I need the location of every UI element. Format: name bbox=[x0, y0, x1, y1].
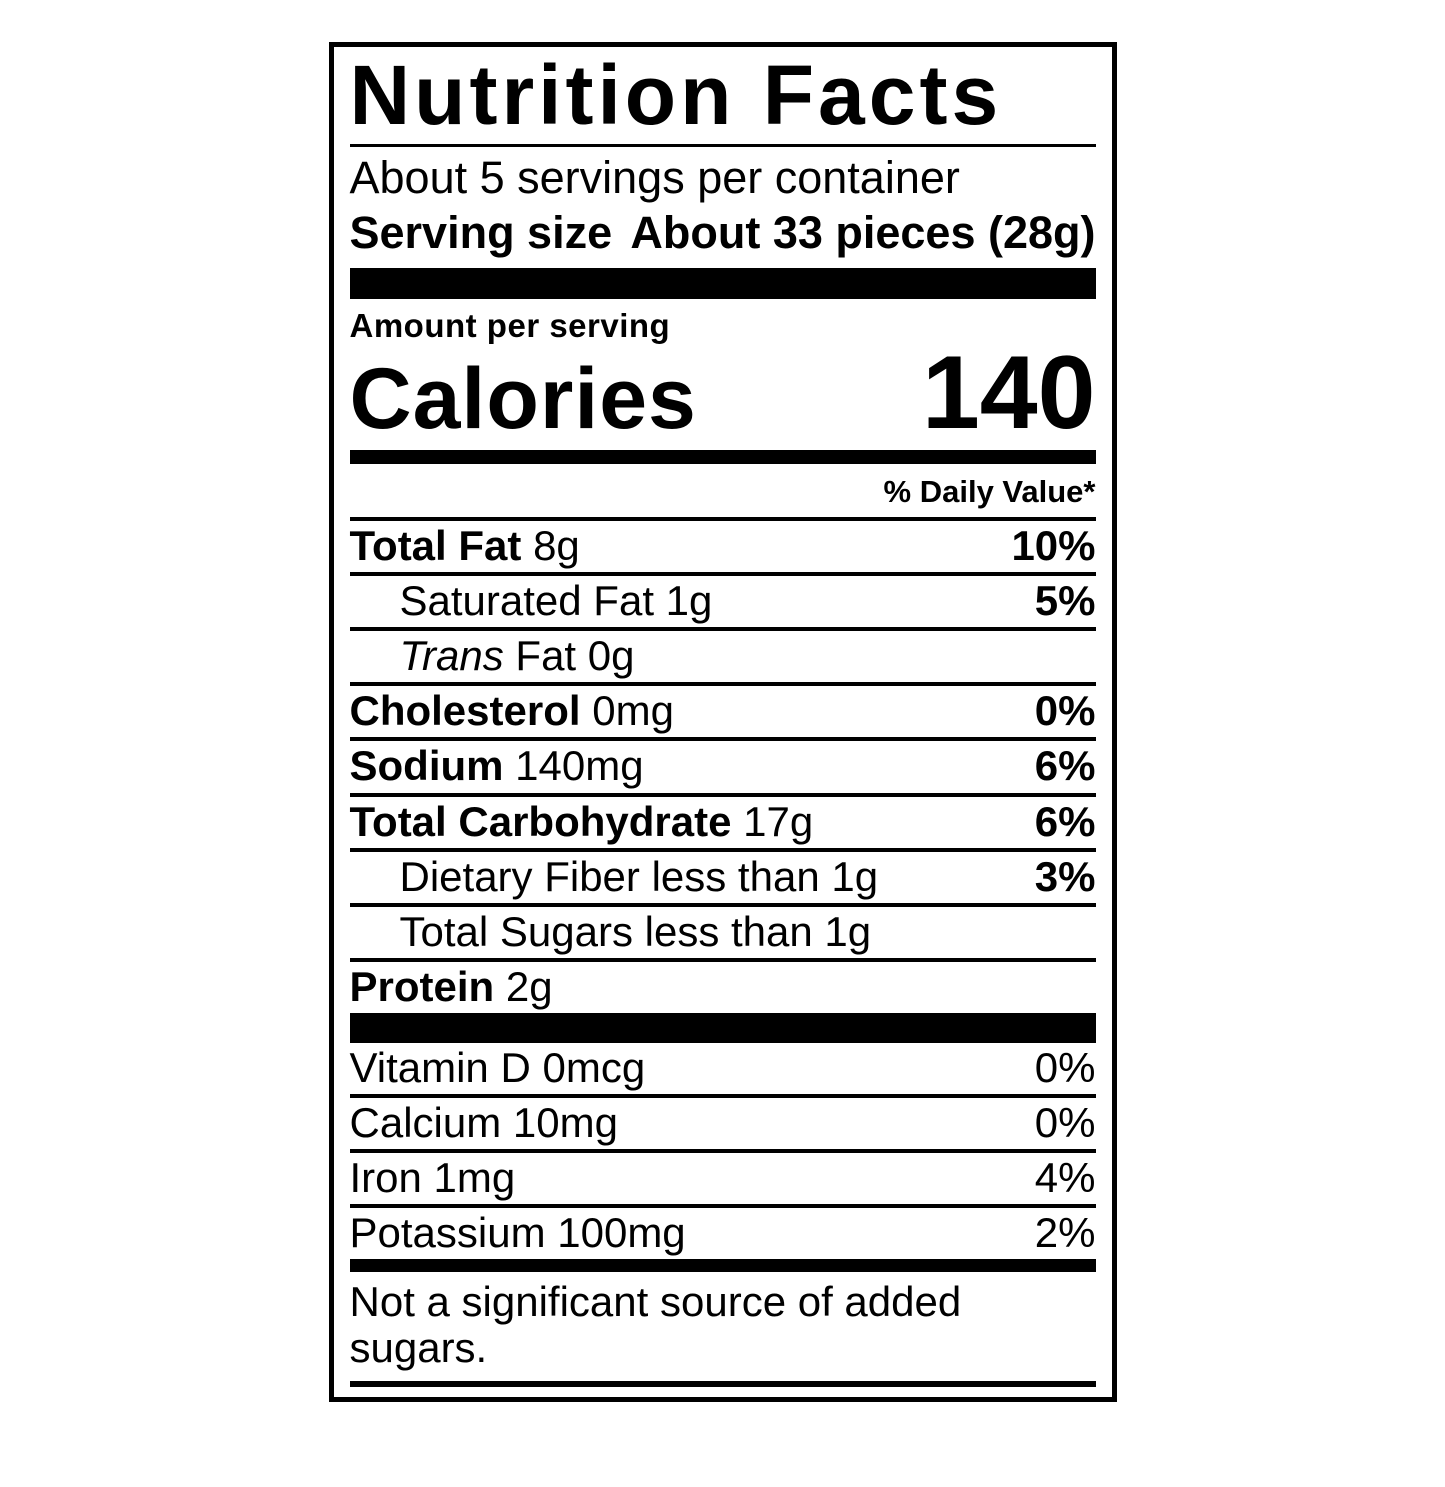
nutrient-row-dietary-fiber: Dietary Fiber less than 1g 3% bbox=[349, 852, 1096, 907]
nutrient-left: Total Fat 8g bbox=[349, 522, 580, 570]
daily-value-header: % Daily Value* bbox=[349, 464, 1096, 522]
nutrient-left: Sodium 140mg bbox=[350, 744, 644, 788]
nutrient-name: Total Fat bbox=[349, 522, 522, 570]
nutrient-row-cholesterol: Cholesterol 0mg 0% bbox=[349, 686, 1096, 742]
nutrient-row-total-fat: Total Fat 8g 10% bbox=[349, 521, 1096, 577]
amount-per-serving-label: Amount per serving bbox=[349, 306, 671, 344]
vitamin-amount: 1mg bbox=[433, 1154, 516, 1202]
vitamin-dv: 0% bbox=[1034, 1098, 1096, 1146]
nutrient-amount: 17g bbox=[743, 797, 814, 845]
vitamin-row-calcium: Calcium 10mg 0% bbox=[349, 1098, 1096, 1154]
serving-size-row: Serving size About 33 pieces (28g) bbox=[350, 206, 1096, 259]
servings-per-container: About 5 servings per container bbox=[349, 151, 960, 203]
nutrient-amount: less than 1g bbox=[651, 852, 879, 900]
serving-size-value: About 33 pieces (28g) bbox=[630, 206, 1096, 258]
nutrient-amount: 1g bbox=[665, 577, 713, 625]
footnote-text: The % Daily Value (DV) tells you how muc… bbox=[372, 1395, 1096, 1398]
medium-divider-bar bbox=[349, 450, 1096, 465]
nutrient-row-saturated-fat: Saturated Fat 1g 5% bbox=[349, 576, 1096, 632]
vitamin-amount: 0mcg bbox=[542, 1043, 646, 1091]
nutrient-amount: 8g bbox=[533, 522, 580, 570]
nutrient-row-total-sugars: Total Sugars less than 1g bbox=[349, 907, 1096, 962]
thick-divider-bar bbox=[349, 1012, 1096, 1043]
nutrient-name: Sodium bbox=[349, 742, 504, 790]
vitamin-name: Calcium bbox=[349, 1098, 502, 1146]
thick-divider-bar bbox=[349, 267, 1096, 299]
nutrient-left: Total Carbohydrate 17g bbox=[349, 797, 814, 845]
no-added-sugars-note: Not a significant source of added sugars… bbox=[349, 1272, 1096, 1387]
calories-row: Calories 140 bbox=[349, 334, 1096, 451]
nutrient-left: Cholesterol 0mg bbox=[350, 689, 674, 733]
vitamin-name: Potassium bbox=[349, 1209, 546, 1257]
nutrient-amount: 2g bbox=[505, 962, 553, 1010]
nutrient-dv: 5% bbox=[1034, 577, 1096, 625]
vitamin-row-potassium: Potassium 100mg 2% bbox=[350, 1208, 1096, 1259]
nutrient-dv: 3% bbox=[1034, 852, 1096, 900]
calories-label: Calories bbox=[349, 350, 697, 447]
vitamin-row-iron: Iron 1mg 4% bbox=[349, 1153, 1096, 1209]
serving-size-label: Serving size bbox=[349, 206, 613, 258]
vitamin-name: Vitamin D bbox=[349, 1043, 531, 1091]
vitamin-dv: 4% bbox=[1034, 1154, 1096, 1202]
nutrient-amount: 0mg bbox=[592, 687, 674, 735]
nutrient-name: Fat bbox=[515, 632, 577, 680]
footnote-asterisk: * bbox=[350, 1395, 372, 1398]
nutrient-left: Trans Fat 0g bbox=[350, 634, 635, 678]
vitamin-dv: 2% bbox=[1034, 1209, 1096, 1257]
nutrient-name: Saturated Fat bbox=[399, 577, 654, 625]
daily-value-footnote: * The % Daily Value (DV) tells you how m… bbox=[350, 1387, 1096, 1398]
nutrient-name: Total Sugars bbox=[399, 907, 633, 955]
vitamin-name: Iron bbox=[349, 1154, 422, 1202]
nutrient-amount: less than 1g bbox=[644, 907, 872, 955]
nutrient-dv: 10% bbox=[1011, 522, 1096, 570]
nutrient-name: Dietary Fiber bbox=[399, 852, 640, 900]
nutrient-left: Protein 2g bbox=[349, 962, 553, 1010]
nutrient-name: Protein bbox=[349, 962, 495, 1010]
vitamin-left: Potassium 100mg bbox=[350, 1211, 686, 1255]
nutrient-dv: 6% bbox=[1034, 797, 1096, 845]
nutrient-dv: 0% bbox=[1034, 687, 1096, 735]
vitamin-left: Iron 1mg bbox=[350, 1156, 516, 1200]
vitamin-row-vitamin-d: Vitamin D 0mcg 0% bbox=[349, 1043, 1096, 1098]
vitamin-amount: 100mg bbox=[557, 1209, 686, 1257]
nutrient-row-total-carbohydrate: Total Carbohydrate 17g 6% bbox=[349, 797, 1096, 852]
nutrient-row-sodium: Sodium 140mg 6% bbox=[349, 741, 1096, 797]
calories-value: 140 bbox=[921, 334, 1096, 451]
label-title: Nutrition Facts bbox=[349, 52, 1096, 147]
nutrient-name: Cholesterol bbox=[349, 687, 581, 735]
nutrient-dv: 6% bbox=[1034, 742, 1096, 790]
nutrient-row-protein: Protein 2g bbox=[350, 962, 1096, 1013]
vitamin-left: Calcium 10mg bbox=[349, 1098, 618, 1146]
nutrient-left: Total Sugars less than 1g bbox=[350, 907, 872, 955]
nutrient-name-italic: Trans bbox=[399, 632, 504, 680]
vitamin-left: Vitamin D 0mcg bbox=[349, 1043, 646, 1091]
nutrition-facts-label: Nutrition Facts About 5 servings per con… bbox=[328, 42, 1117, 1402]
nutrient-left: Saturated Fat 1g bbox=[350, 579, 713, 623]
nutrient-row-trans-fat: Trans Fat 0g bbox=[349, 631, 1096, 687]
nutrient-left: Dietary Fiber less than 1g bbox=[350, 852, 879, 900]
medium-divider-bar bbox=[349, 1259, 1096, 1273]
vitamin-dv: 0% bbox=[1034, 1043, 1096, 1091]
nutrient-name: Total Carbohydrate bbox=[349, 797, 732, 845]
nutrient-amount: 0g bbox=[587, 632, 635, 680]
vitamin-amount: 10mg bbox=[512, 1098, 618, 1146]
nutrient-amount: 140mg bbox=[515, 742, 644, 790]
